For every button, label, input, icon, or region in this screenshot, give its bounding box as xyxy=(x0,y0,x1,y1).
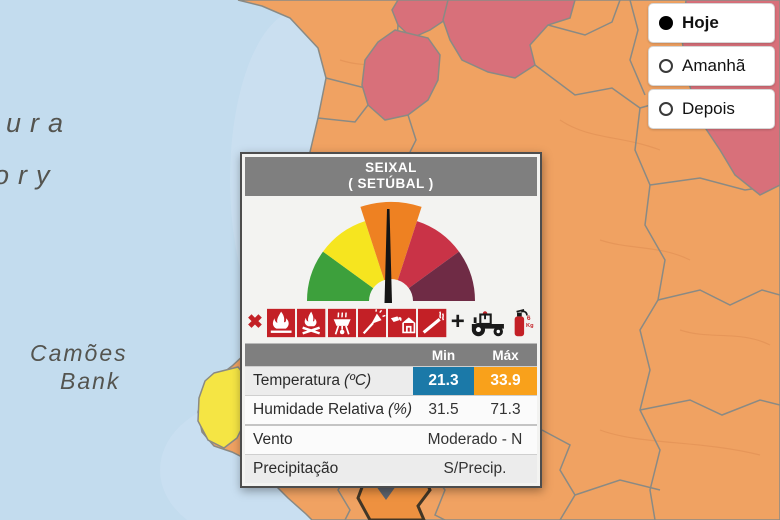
gauge-segment-orange-active xyxy=(360,202,422,281)
popup-subtitle: ( SETÚBAL ) xyxy=(348,176,434,191)
header-min: Min xyxy=(431,347,456,363)
header-max: Máx xyxy=(492,347,519,363)
fireworks-icon xyxy=(357,308,387,337)
day-option-label: Depois xyxy=(682,99,735,118)
row-label: Temperatura xyxy=(253,372,341,389)
svg-text:Kg: Kg xyxy=(526,322,534,328)
table-row-precipitacao: Precipitação S/Precip. xyxy=(245,454,537,483)
precip-value-cell: S/Precip. xyxy=(443,460,507,477)
table-row-humidade: Humidade Relativa (%) 31.5 71.3 xyxy=(245,395,537,424)
row-label: Humidade Relativa xyxy=(253,401,384,418)
fire-extinguisher-icon: 6 Kg xyxy=(514,308,534,336)
barbecue-icon xyxy=(327,308,356,337)
radio-unselected-icon[interactable] xyxy=(659,102,673,116)
location-info-popup: SEIXAL ( SETÚBAL ) ✖ xyxy=(240,152,542,488)
popup-header: SEIXAL ( SETÚBAL ) xyxy=(245,157,537,196)
table-header-row: Min Máx xyxy=(245,344,537,366)
radio-selected-icon[interactable] xyxy=(659,16,673,30)
smoking-icon xyxy=(418,308,447,337)
table-row-vento: Vento Moderado - N xyxy=(245,424,537,454)
temp-min-cell: 21.3 xyxy=(413,367,474,395)
gauge-needle xyxy=(384,209,392,303)
campfire-icon xyxy=(297,308,326,337)
radio-unselected-icon[interactable] xyxy=(659,59,673,73)
tractor-icon xyxy=(471,310,504,336)
day-option-depois[interactable]: Depois xyxy=(648,89,775,129)
row-unit: (%) xyxy=(387,401,413,418)
gauge-segment-yellow xyxy=(323,221,385,289)
day-option-hoje[interactable]: Hoje xyxy=(648,3,775,43)
humidity-max-cell: 71.3 xyxy=(490,401,521,418)
fire-risk-gauge xyxy=(245,196,537,305)
blowtorch-icon xyxy=(388,308,417,337)
humidity-min-cell: 31.5 xyxy=(428,401,459,418)
gauge-segment-red xyxy=(397,221,459,289)
header-empty xyxy=(245,344,413,366)
field-burning-icon xyxy=(266,308,296,337)
day-option-label: Hoje xyxy=(682,13,719,32)
weather-table: Min Máx Temperatura (ºC) 21.3 33.9 Humid… xyxy=(245,343,537,483)
row-label: Vento xyxy=(253,431,293,448)
row-label: Precipitação xyxy=(253,460,339,477)
wind-value-cell: Moderado - N xyxy=(427,431,523,448)
gauge-segment-maroon xyxy=(408,251,476,301)
popup-title: SEIXAL xyxy=(365,160,417,175)
gauge-segment-green xyxy=(306,251,374,301)
day-option-label: Amanhã xyxy=(682,56,746,75)
table-row-temperatura: Temperatura (ºC) 21.3 33.9 xyxy=(245,366,537,395)
svg-text:6: 6 xyxy=(526,315,530,322)
day-option-amanha[interactable]: Amanhã xyxy=(648,46,775,86)
row-unit: (ºC) xyxy=(344,372,372,389)
plus-icon: + xyxy=(450,307,465,335)
restrictions-row: ✖ xyxy=(245,305,537,343)
day-selector: Hoje Amanhã Depois xyxy=(648,3,775,129)
prohibited-x-icon: ✖ xyxy=(247,312,263,333)
temp-max-cell: 33.9 xyxy=(474,367,537,395)
